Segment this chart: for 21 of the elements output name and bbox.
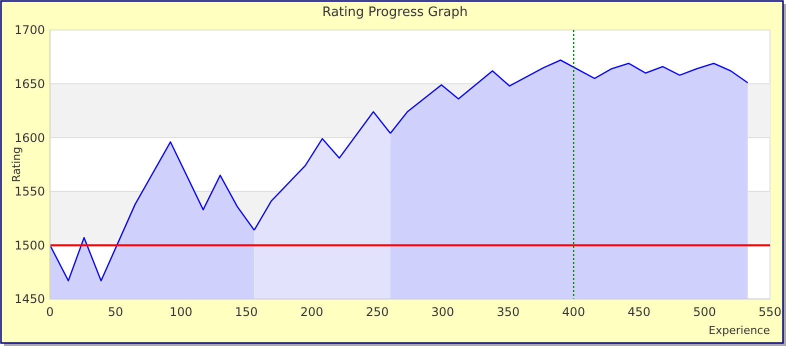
x-tick-label: 300: [431, 305, 454, 319]
y-tick-label: 1700: [14, 23, 45, 38]
x-axis-title: Experience: [708, 324, 770, 337]
x-tick-label: 0: [46, 305, 54, 319]
y-tick-label: 1650: [14, 77, 45, 91]
x-tick-label: 100: [169, 305, 192, 319]
y-axis-title: Rating: [10, 146, 23, 182]
x-tick-label: 450: [628, 305, 651, 319]
x-tick-label: 200: [300, 305, 324, 319]
x-tick-label: 400: [562, 305, 586, 319]
x-tick-label: 550: [758, 305, 782, 319]
y-tick-label: 1550: [14, 184, 45, 199]
x-tick-label: 500: [693, 305, 716, 319]
y-tick-label: 1600: [14, 130, 45, 145]
y-tick-label: 1450: [14, 292, 45, 306]
chart-title: Rating Progress Graph: [322, 5, 468, 20]
x-tick-label: 150: [234, 305, 258, 319]
x-tick-label: 50: [108, 305, 124, 319]
x-tick-label: 350: [496, 305, 520, 319]
x-tick-label: 250: [366, 305, 389, 319]
y-tick-label: 1500: [14, 238, 45, 252]
